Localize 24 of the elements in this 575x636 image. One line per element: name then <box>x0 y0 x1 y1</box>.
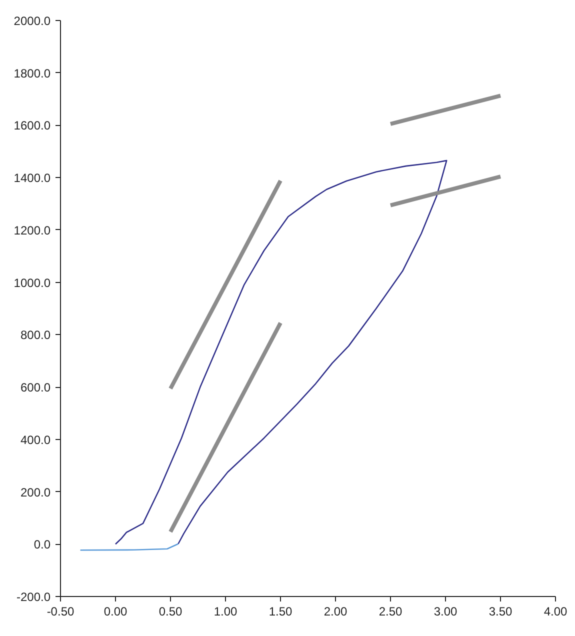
y-tick-label: 1800.0 <box>14 66 51 80</box>
y-tick-label: 1000.0 <box>14 276 51 290</box>
x-tick-label: 0.00 <box>104 604 128 618</box>
y-tick-label: 2000.0 <box>14 14 51 28</box>
y-tick-label: 200.0 <box>20 485 51 500</box>
line-series <box>114 160 448 545</box>
x-tick-label: 2.50 <box>378 604 403 618</box>
line-series <box>80 543 179 551</box>
x-tick-label: 2.00 <box>324 604 348 618</box>
y-tick-label: 1200.0 <box>14 223 51 238</box>
y-tick-label: 400.0 <box>20 432 51 447</box>
y-tick-label: 800.0 <box>20 328 51 342</box>
y-tick-label: -200.0 <box>16 590 51 604</box>
y-tick-label: 0.0 <box>34 538 51 552</box>
x-tick-label: 0.50 <box>158 604 183 618</box>
y-tick-label: 1400.0 <box>14 171 51 186</box>
x-tick-label: 3.50 <box>488 604 513 618</box>
y-tick-label: 1600.0 <box>14 118 51 133</box>
y-tick-label: 600.0 <box>20 380 51 395</box>
x-tick-label: -0.50 <box>46 604 74 618</box>
x-tick-label: 4.00 <box>544 604 568 618</box>
x-tick-label: 1.50 <box>268 604 293 618</box>
x-tick-label: 1.00 <box>214 604 238 618</box>
x-tick-label: 3.00 <box>434 604 458 618</box>
